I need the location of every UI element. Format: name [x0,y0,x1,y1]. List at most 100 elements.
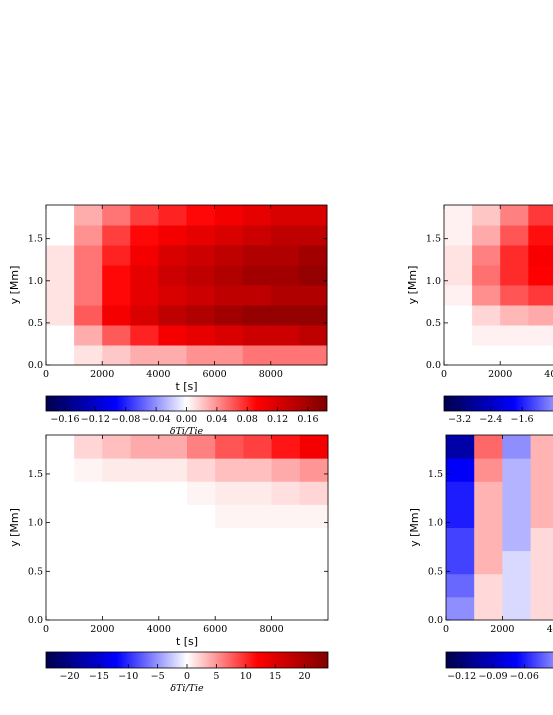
heatmap-cell [46,481,75,505]
heatmap-cell [74,596,103,621]
heatmap-cell [130,285,159,306]
heatmap-cell [46,504,75,528]
colorbar [445,651,553,669]
heatmap-cell [444,245,473,266]
y-axis-label: y [Mm] [8,508,21,547]
heatmap-cell [46,435,75,459]
x-tick-label: 0 [43,369,49,380]
heatmap-cell [46,458,75,482]
heatmap-cell [46,325,75,346]
heatmap-cell [444,265,473,286]
heatmap-cell [446,481,475,505]
y-tick-label: 0.0 [426,360,441,371]
heatmap-cell [214,205,244,226]
heatmap-cell [46,205,75,226]
heatmap-cell [158,225,187,246]
y-tick-label: 0.0 [28,615,43,626]
heatmap-cell [46,573,75,598]
heatmap-cell [446,596,475,621]
heatmap-cell [74,245,103,266]
heatmap-cell [242,285,272,306]
heatmap-cell [158,245,187,266]
colorbar-tick-label: −20 [59,671,79,682]
heatmap-cell [472,285,501,306]
heatmap-cell [474,481,503,505]
heatmap-cell [530,481,553,505]
heatmap-cell [74,504,103,528]
heatmap-cell [270,305,300,326]
x-tick-label: 4000 [544,369,553,380]
heatmap-cell [46,527,75,552]
heatmap-cell [446,435,475,459]
heatmap-cell [158,345,187,366]
heatmap-cell [270,245,300,266]
heatmap-cell [271,435,301,459]
heatmap-cell [74,527,103,552]
heatmap-cell [158,458,188,482]
colorbar-tick-label: −0.12 [81,414,110,425]
heatmap-cell [102,550,132,575]
colorbar [443,395,553,412]
heatmap-cell [500,265,529,286]
heatmap-cell [474,504,503,528]
heatmap-cell [444,305,473,326]
heatmap-cell [102,285,131,306]
colorbar-label: δTi/Tie [170,426,204,437]
x-tick-label: 0 [43,624,49,635]
heatmap-cell [187,550,216,575]
heatmap-cell [528,265,553,286]
x-tick-label: 2000 [488,369,512,380]
heatmap-cell [74,305,103,326]
heatmap-cell [530,596,553,621]
heatmap-cell [158,596,188,621]
y-tick-label: 0.5 [426,318,441,329]
heatmap-cell [215,481,244,505]
y-tick-label: 1.5 [28,234,43,245]
y-tick-label: 1.0 [426,276,441,287]
heatmap-cell [158,573,188,598]
heatmap-cell [130,596,160,621]
heatmap-cell [299,550,329,575]
colorbar-tick-label: 10 [240,671,252,682]
heatmap-cell [158,435,188,459]
heatmap-cell [130,245,159,266]
heatmap-cell [46,225,75,246]
heatmap-cell [502,504,532,528]
heatmap-cell [444,225,473,246]
heatmap-cell [158,550,188,575]
y-tick-label: 0.5 [428,566,443,577]
heatmap-cell [528,345,553,366]
y-axis-label: y [Mm] [406,266,419,305]
heatmap-cell [502,596,532,621]
heatmap-cell [298,325,328,346]
heatmap-cell [187,596,216,621]
heatmap-cell [102,265,131,286]
heatmap-cell [215,596,244,621]
heatmap-cell [472,305,501,326]
heatmap-cell [74,285,103,306]
heatmap-cell [472,345,501,366]
heatmap-cell [130,458,160,482]
heatmap-cell [299,504,329,528]
heatmap-cell [130,345,159,366]
heatmap-cell [298,205,328,226]
colorbar-tick-label: −0.08 [111,414,140,425]
heatmap-cell [528,325,553,346]
colorbar-label: δTi/Tie [170,683,204,694]
heatmap-cell [158,481,188,505]
heatmap-cell [243,527,273,552]
y-axis-label: y [Mm] [8,266,21,305]
heatmap-cell [74,458,103,482]
heatmap-cell [242,205,272,226]
heatmap-cell [298,305,328,326]
heatmap-cell [242,325,272,346]
heatmap-cell [46,245,75,266]
axes-frame [45,204,328,366]
y-axis-label: y [Mm] [408,508,421,547]
heatmap-cell [243,550,273,575]
heatmap-cell [530,504,553,528]
x-tick-label: 0 [441,369,447,380]
heatmap-cell [102,596,132,621]
heatmap-cell [242,345,272,366]
